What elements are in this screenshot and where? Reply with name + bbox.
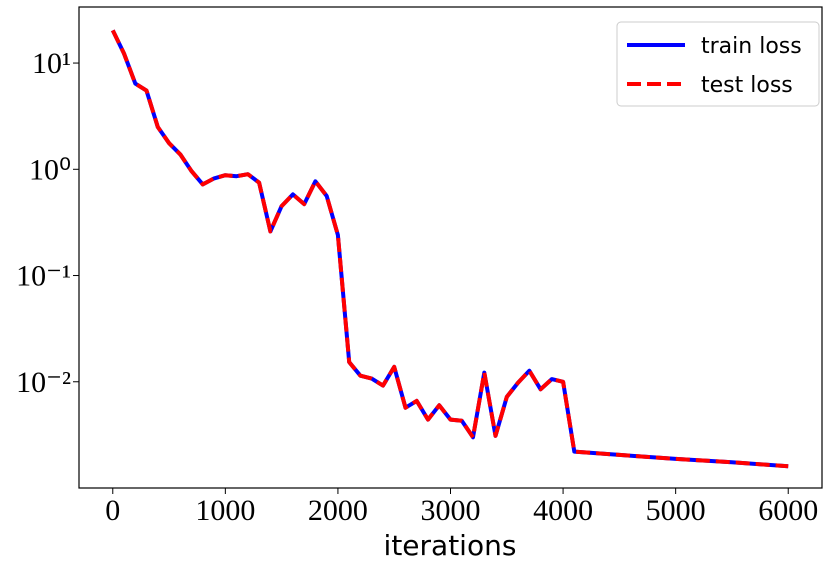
x-axis-label: iterations [384,529,517,562]
legend-label: test loss [701,73,793,98]
x-tick-label: 2000 [308,494,368,527]
x-tick-label: 1000 [195,494,255,527]
y-tick-label: 10⁻¹ [16,260,71,293]
y-tick-label: 10¹ [32,47,71,80]
x-tick-label: 4000 [533,494,593,527]
y-tick-label: 10⁻² [16,366,71,399]
x-tick-label: 3000 [421,494,481,527]
x-tick-label: 6000 [758,494,818,527]
y-tick-label: 10⁰ [29,153,71,186]
x-tick-label: 5000 [646,494,706,527]
x-tick-label: 0 [105,494,120,527]
legend-label: train loss [701,34,802,59]
series-line [111,29,789,469]
